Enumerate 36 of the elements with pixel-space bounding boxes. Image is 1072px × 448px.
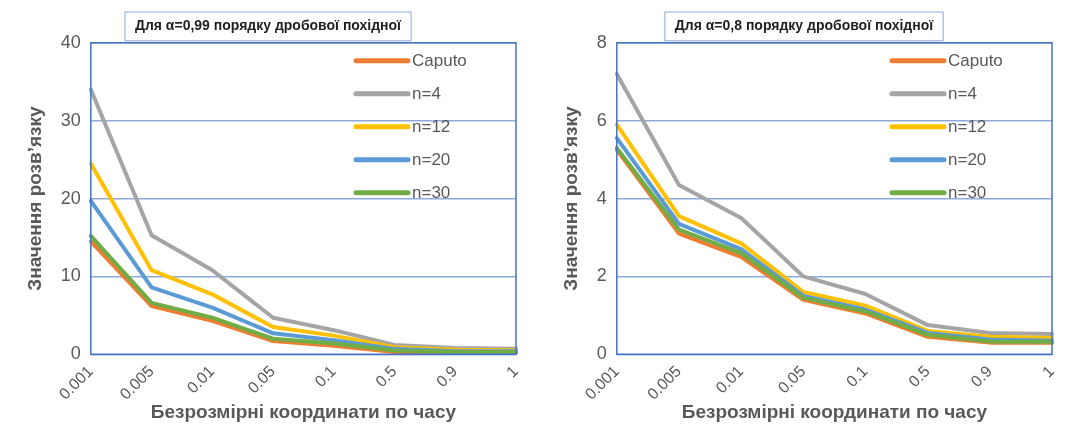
y-tick-label: 20 — [60, 187, 81, 208]
y-tick-label: 8 — [596, 31, 607, 52]
legend-label: n=20 — [412, 150, 451, 170]
y-tick-label: 6 — [596, 109, 607, 130]
legend-label: Caputo — [412, 51, 467, 71]
y-axis-title: Значення розв’язку — [559, 105, 581, 291]
legend-label: n=20 — [948, 150, 987, 170]
legend-label: Caputo — [948, 51, 1003, 71]
x-tick-label: 0.01 — [183, 362, 218, 397]
y-tick-label: 2 — [596, 265, 607, 286]
x-axis-title: Безрозмірні координати по часу — [150, 400, 457, 422]
legend-label: n=30 — [948, 183, 987, 203]
x-tick-label: 0.5 — [905, 362, 933, 391]
legend-label: n=4 — [948, 84, 977, 104]
legend-label: n=12 — [948, 117, 987, 137]
y-tick-label: 10 — [60, 265, 81, 286]
x-tick-label: 1 — [1038, 362, 1058, 381]
x-tick-label: 0.9 — [432, 362, 461, 391]
chart-title: Для α=0,8 порядку дробової похідної — [674, 17, 935, 34]
y-tick-label: 0 — [70, 343, 81, 364]
y-tick-label: 0 — [596, 343, 607, 364]
legend-label: n=4 — [412, 84, 441, 104]
chart-title: Для α=0,99 порядку дробової похідної — [134, 17, 403, 34]
x-axis-title: Безрозмірні координати по часу — [681, 400, 988, 422]
x-tick-label: 0.01 — [712, 362, 747, 397]
y-tick-label: 4 — [596, 187, 607, 208]
x-tick-label: 0.1 — [842, 362, 871, 391]
x-tick-label: 0.9 — [967, 362, 996, 391]
y-tick-label: 40 — [60, 31, 81, 52]
y-axis-title: Значення розв’язку — [23, 105, 45, 291]
x-tick-label: 1 — [502, 362, 522, 381]
y-tick-label: 30 — [60, 109, 81, 130]
legend-label: n=30 — [412, 183, 451, 203]
legend-label: n=12 — [412, 117, 451, 137]
x-tick-label: 0.5 — [372, 362, 400, 391]
x-tick-label: 0.1 — [311, 362, 340, 391]
